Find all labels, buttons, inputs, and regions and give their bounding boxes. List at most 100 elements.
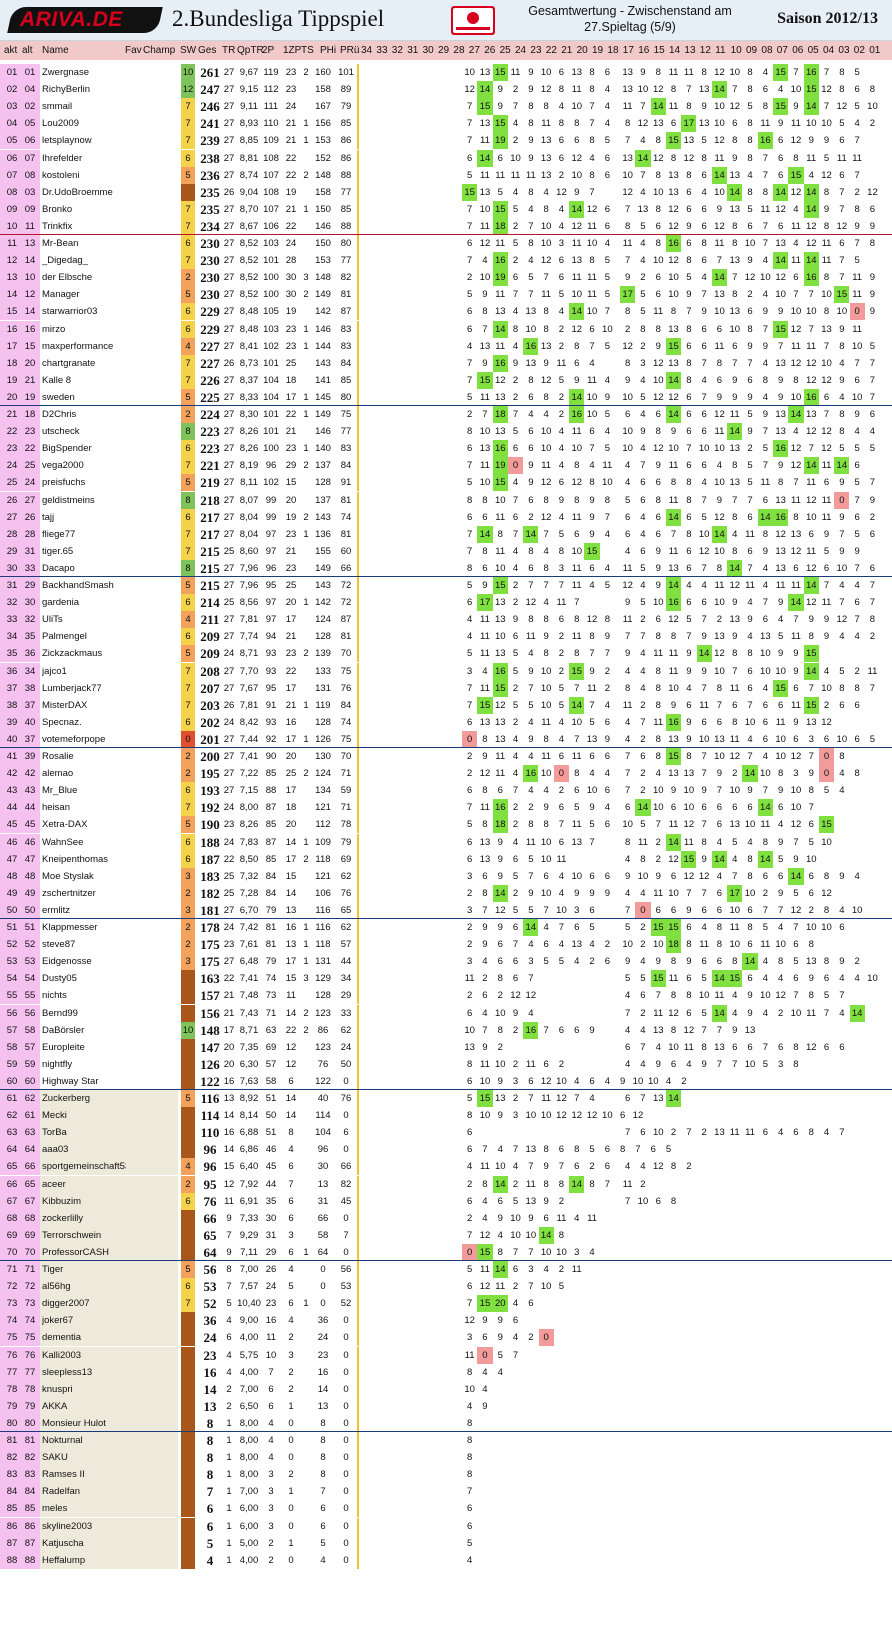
player-name[interactable]: maxperformance	[42, 341, 114, 352]
player-name[interactable]: knuspri	[42, 1384, 73, 1395]
player-name[interactable]: dementia	[42, 1332, 82, 1343]
player-name[interactable]: Kalle 8	[42, 375, 72, 386]
player-name[interactable]: Radelfan	[42, 1486, 81, 1497]
player-name[interactable]: _Digedag_	[42, 255, 88, 266]
player-name[interactable]: chartgranate	[42, 358, 96, 369]
player-name[interactable]: sportgemeinschaft53	[42, 1161, 126, 1172]
player-name[interactable]: Tiger	[42, 1264, 64, 1275]
player-name[interactable]: Specnaz.	[42, 717, 82, 728]
player-name[interactable]: BigSpender	[42, 443, 92, 454]
player-name[interactable]: Ramses II	[42, 1469, 85, 1480]
player-name[interactable]: Rosalie	[42, 751, 74, 762]
player-name[interactable]: jajco1	[42, 666, 67, 677]
player-name[interactable]: Katjuscha	[42, 1538, 84, 1549]
matchday-score: 10	[744, 717, 756, 728]
player-name[interactable]: nichts	[42, 990, 67, 1001]
player-name[interactable]: Xetra-DAX	[42, 819, 88, 830]
player-name[interactable]: Kneipenthomas	[42, 854, 109, 865]
player-name[interactable]: Heffalump	[42, 1555, 86, 1566]
matchday-score: 10	[525, 1110, 537, 1121]
player-name[interactable]: UliTs	[42, 614, 63, 625]
matchday-score: 15	[477, 98, 493, 115]
tr-value: 21	[223, 990, 235, 1001]
player-name[interactable]: zockerlilly	[42, 1213, 84, 1224]
player-name[interactable]: Zickzackmaus	[42, 648, 103, 659]
player-name[interactable]: vega2000	[42, 460, 84, 471]
player-name[interactable]: der Elbsche	[42, 272, 93, 283]
matchday-score: 4	[640, 888, 646, 899]
player-name[interactable]: Lumberjack77	[42, 683, 102, 694]
player-name[interactable]: Klappmesser	[42, 922, 98, 933]
separator-line	[357, 902, 359, 919]
player-name[interactable]: ProfessorCASH	[42, 1247, 110, 1258]
player-name[interactable]: tajj	[42, 512, 55, 523]
player-name[interactable]: Dusty05	[42, 973, 77, 984]
player-name[interactable]: alemao	[42, 768, 74, 779]
player-name[interactable]: mirzo	[42, 324, 66, 335]
player-name[interactable]: Kibbuzim	[42, 1196, 82, 1207]
player-name[interactable]: ermlitz	[42, 905, 70, 916]
player-name[interactable]: Eidgenosse	[42, 956, 92, 967]
player-name[interactable]: TorBa	[42, 1127, 67, 1138]
player-name[interactable]: Kalli2003	[42, 1350, 82, 1361]
player-name[interactable]: geldistmeins	[42, 495, 95, 506]
ts-value: 1	[303, 597, 309, 608]
player-name[interactable]: Moe Styslak	[42, 871, 94, 882]
player-name[interactable]: joker67	[42, 1315, 74, 1326]
player-name[interactable]: Palmengel	[42, 631, 87, 642]
player-name[interactable]: al56hg	[42, 1281, 71, 1292]
player-name[interactable]: Bernd99	[42, 1008, 78, 1019]
player-name[interactable]: aaa03	[42, 1144, 69, 1155]
player-name[interactable]: meles	[42, 1503, 68, 1514]
player-name[interactable]: sweden	[42, 392, 75, 403]
player-name[interactable]: D2Chris	[42, 409, 77, 420]
player-name[interactable]: Mr_Blue	[42, 785, 78, 796]
player-name[interactable]: Terrorschwein	[42, 1230, 102, 1241]
player-name[interactable]: Nokturnal	[42, 1435, 83, 1446]
player-name[interactable]: tiger.65	[42, 546, 74, 557]
group-divider	[0, 405, 892, 406]
player-name[interactable]: utscheck	[42, 426, 80, 437]
player-name[interactable]: gardenia	[42, 597, 79, 608]
player-name[interactable]: Dr.UdoBroemme	[42, 187, 113, 198]
player-name[interactable]: starwarrior03	[42, 306, 98, 317]
player-name[interactable]: BackhandSmash	[42, 580, 114, 591]
player-name[interactable]: Lou2009	[42, 118, 79, 129]
player-name[interactable]: nightfly	[42, 1059, 73, 1070]
player-name[interactable]: Monsieur Hulot	[42, 1418, 106, 1429]
player-name[interactable]: zschertnitzer	[42, 888, 96, 899]
player-name[interactable]: MisterDAX	[42, 700, 88, 711]
player-name[interactable]: preisfuchs	[42, 477, 86, 488]
player-name[interactable]: Manager	[42, 289, 80, 300]
player-name[interactable]: DaBörsler	[42, 1025, 85, 1036]
player-name[interactable]: skyline2003	[42, 1521, 93, 1532]
player-name[interactable]: aceer	[42, 1179, 66, 1190]
phi-value: 76	[317, 1059, 329, 1070]
player-name[interactable]: WahnSee	[42, 837, 84, 848]
player-name[interactable]: RichyBerlin	[42, 84, 91, 95]
player-name[interactable]: Europleite	[42, 1042, 85, 1053]
player-name[interactable]: Mr-Bean	[42, 238, 79, 249]
player-name[interactable]: Ihrefelder	[42, 153, 83, 164]
player-name[interactable]: Zuckerberg	[42, 1093, 91, 1104]
player-name[interactable]: votemeforpope	[42, 734, 106, 745]
player-name[interactable]: letsplaynow	[42, 135, 92, 146]
player-name[interactable]: digger2007	[42, 1298, 90, 1309]
player-name[interactable]: SAKU	[42, 1452, 68, 1463]
player-name[interactable]: Dacapo	[42, 563, 75, 574]
player-name[interactable]: Mecki	[42, 1110, 67, 1121]
player-name[interactable]: fliege77	[42, 529, 76, 540]
player-name[interactable]: sleepless13	[42, 1367, 93, 1378]
player-name[interactable]: Trinkfix	[42, 221, 73, 232]
player-name[interactable]: smmail	[42, 101, 73, 112]
player-name[interactable]: heisan	[42, 802, 70, 813]
rank-previous: 68	[24, 1213, 36, 1224]
player-name[interactable]: steve87	[42, 939, 76, 950]
player-name[interactable]: Zwergnase	[42, 67, 89, 78]
player-name[interactable]: Bronko	[42, 204, 73, 215]
player-name[interactable]: AKKA	[42, 1401, 68, 1412]
player-name[interactable]: Highway Star	[42, 1076, 99, 1087]
player-name[interactable]: kostoleni	[42, 170, 80, 181]
rank-previous: 60	[24, 1076, 36, 1087]
1zp-value: 18	[285, 375, 297, 386]
